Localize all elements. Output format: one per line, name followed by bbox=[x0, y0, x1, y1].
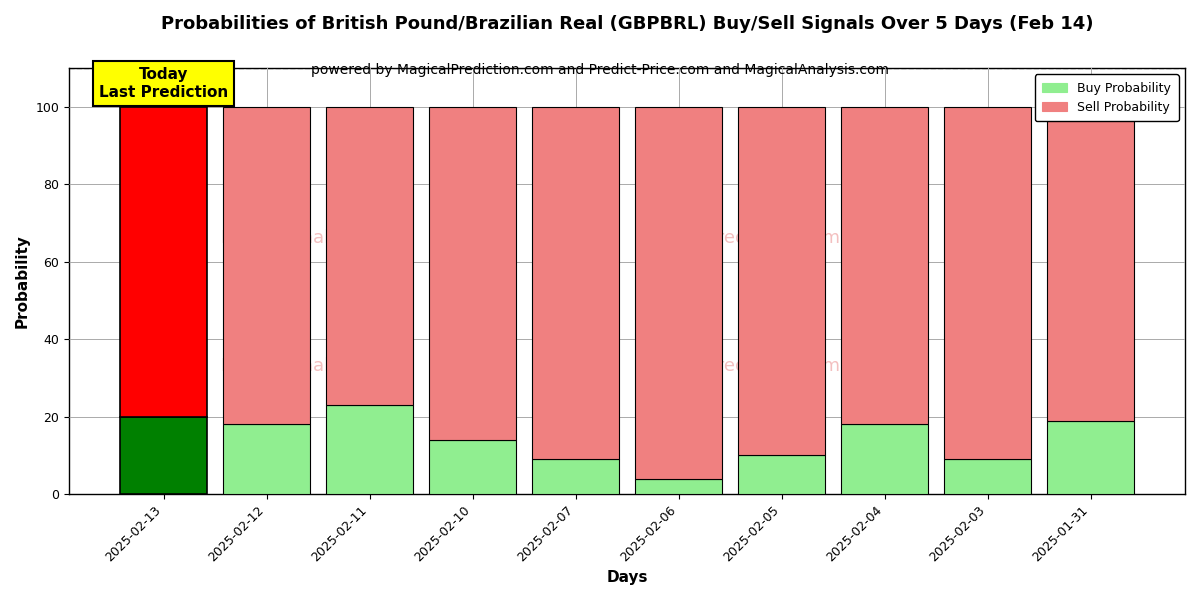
Bar bbox=[943, 107, 1031, 459]
Bar bbox=[326, 405, 413, 494]
Bar bbox=[943, 459, 1031, 494]
Bar bbox=[635, 479, 722, 494]
Bar bbox=[738, 455, 826, 494]
Bar bbox=[738, 107, 826, 455]
Bar bbox=[532, 459, 619, 494]
Text: Today
Last Prediction: Today Last Prediction bbox=[100, 67, 228, 100]
Bar bbox=[428, 440, 516, 494]
Y-axis label: Probability: Probability bbox=[16, 234, 30, 328]
Bar bbox=[326, 107, 413, 405]
Text: MagicalPrediction.com: MagicalPrediction.com bbox=[637, 229, 840, 247]
Bar bbox=[1046, 421, 1134, 494]
Bar bbox=[635, 107, 722, 479]
Bar bbox=[428, 107, 516, 440]
Bar bbox=[841, 424, 929, 494]
Title: Probabilities of British Pound/Brazilian Real (GBPBRL) Buy/Sell Signals Over 5 D: Probabilities of British Pound/Brazilian… bbox=[161, 15, 1093, 33]
Bar bbox=[841, 107, 929, 424]
Text: MagicalAnalysis.com: MagicalAnalysis.com bbox=[221, 357, 408, 375]
Bar bbox=[120, 107, 208, 416]
Text: MagicalAnalysis.com: MagicalAnalysis.com bbox=[221, 229, 408, 247]
Text: MagicalPrediction.com: MagicalPrediction.com bbox=[637, 357, 840, 375]
Bar bbox=[120, 416, 208, 494]
Text: powered by MagicalPrediction.com and Predict-Price.com and MagicalAnalysis.com: powered by MagicalPrediction.com and Pre… bbox=[311, 63, 889, 77]
Legend: Buy Probability, Sell Probability: Buy Probability, Sell Probability bbox=[1034, 74, 1178, 121]
Bar bbox=[223, 107, 311, 424]
Bar bbox=[1046, 107, 1134, 421]
X-axis label: Days: Days bbox=[606, 570, 648, 585]
Bar bbox=[532, 107, 619, 459]
Bar bbox=[223, 424, 311, 494]
